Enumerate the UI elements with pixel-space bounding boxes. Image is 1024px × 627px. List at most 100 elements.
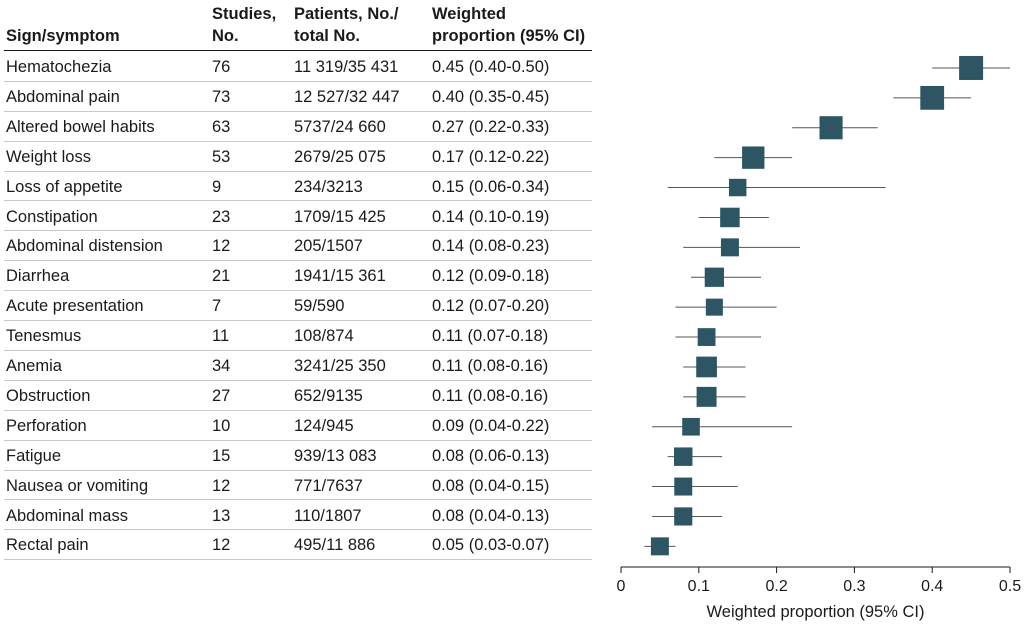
header-patients-line1: Patients, No./ bbox=[294, 5, 399, 23]
point-markers bbox=[650, 55, 984, 556]
point-marker bbox=[720, 207, 740, 228]
row-sign: Anemia bbox=[6, 357, 62, 375]
row-studies: 15 bbox=[212, 446, 231, 465]
header-sign: Sign/symptom bbox=[6, 27, 120, 45]
row-patients: 1709/15 425 bbox=[294, 207, 386, 226]
row-patients: 108/874 bbox=[294, 327, 354, 346]
row-sign: Abdominal pain bbox=[6, 87, 120, 106]
row-proportion: 0.40 (0.35-0.45) bbox=[432, 87, 550, 106]
table-row: Nausea or vomiting 12 771/7637 0.08 (0.04-0… bbox=[4, 471, 592, 501]
table-row: Perforation 10 124/945 0.09 (0.04-0.22) bbox=[4, 411, 592, 441]
x-tick-label: 0.4 bbox=[921, 578, 943, 595]
row-patients: 1941/15 361 bbox=[294, 267, 386, 286]
row-sign: Abdominal mass bbox=[6, 506, 128, 525]
point-marker bbox=[682, 417, 700, 436]
row-proportion: 0.11 (0.08-0.16) bbox=[432, 386, 549, 405]
table-row: Acute presentation 7 59/590 0.12 (0.07-0.20… bbox=[4, 291, 592, 322]
row-patients: 12 527/32 447 bbox=[294, 87, 400, 106]
x-tick-label: 0.1 bbox=[688, 578, 710, 595]
point-marker bbox=[920, 85, 945, 110]
table-row: Diarrhea 21 1941/15 361 0.12 (0.09-0.18) bbox=[4, 261, 592, 292]
header-patients-line2: total No. bbox=[294, 27, 360, 45]
header-studies-line2: No. bbox=[212, 27, 239, 45]
x-tick-label: 0 bbox=[617, 578, 626, 595]
row-patients: 110/1807 bbox=[294, 506, 362, 525]
row-studies: 9 bbox=[212, 177, 222, 196]
row-sign: Loss of appetite bbox=[6, 177, 123, 196]
row-sign: Constipation bbox=[6, 207, 98, 226]
row-proportion: 0.08 (0.04-0.13) bbox=[432, 506, 550, 525]
table-row: Constipation 23 1709/15 425 0.14 (0.10-0.19… bbox=[4, 202, 592, 232]
row-proportion: 0.11 (0.08-0.16) bbox=[432, 357, 549, 375]
table-row: Weight loss 53 2679/25 075 0.17 (0.12-0.22) bbox=[4, 142, 592, 172]
x-axis-label: Weighted proportion (95% CI) bbox=[707, 603, 925, 621]
row-patients: 2679/25 075 bbox=[294, 147, 386, 166]
table-row: Rectal pain 12 495/11 886 0.05 (0.03-0.07) bbox=[4, 530, 592, 561]
row-studies: 34 bbox=[212, 357, 231, 375]
x-tick-label: 0.3 bbox=[843, 578, 865, 595]
point-marker bbox=[696, 386, 717, 407]
row-studies: 7 bbox=[212, 297, 222, 316]
row-proportion: 0.27 (0.22-0.33) bbox=[432, 117, 550, 136]
row-sign: Fatigue bbox=[6, 446, 62, 465]
row-studies: 11 bbox=[212, 327, 230, 346]
row-patients: 205/1507 bbox=[294, 237, 363, 256]
row-proportion: 0.45 (0.40-0.50) bbox=[432, 58, 550, 76]
table-row: Abdominal mass 13 110/1807 0.08 (0.04-0.13) bbox=[4, 501, 592, 531]
table-row: Altered bowel habits 63 5737/24 660 0.27 (0… bbox=[4, 112, 592, 142]
row-patients: 124/945 bbox=[294, 416, 354, 435]
row-patients: 771/7637 bbox=[294, 476, 363, 495]
row-studies: 73 bbox=[212, 87, 231, 106]
row-proportion: 0.11 (0.07-0.18) bbox=[432, 327, 549, 346]
row-sign: Hematochezia bbox=[6, 58, 112, 76]
row-proportion: 0.14 (0.10-0.19) bbox=[432, 207, 550, 226]
row-proportion: 0.15 (0.06-0.34) bbox=[432, 177, 550, 196]
point-marker bbox=[697, 328, 716, 346]
row-studies: 21 bbox=[212, 267, 231, 286]
row-studies: 23 bbox=[212, 207, 231, 226]
row-studies: 10 bbox=[212, 416, 231, 435]
table-row: Loss of appetite 9 234/3213 0.15 (0.06-0.34… bbox=[4, 172, 592, 202]
row-proportion: 0.08 (0.06-0.13) bbox=[432, 446, 550, 465]
x-tick-label: 0.2 bbox=[765, 578, 787, 595]
header-rule bbox=[4, 50, 592, 51]
forest-plot: 0 0.1 0.2 0.3 0.4 0.5 Weighted proportion (95… bbox=[617, 55, 1021, 621]
row-sign: Perforation bbox=[6, 416, 87, 435]
row-sign: Tenesmus bbox=[6, 327, 82, 346]
row-studies: 27 bbox=[212, 386, 231, 405]
row-studies: 12 bbox=[212, 476, 231, 495]
row-studies: 13 bbox=[212, 506, 231, 525]
row-patients: 652/9135 bbox=[294, 386, 363, 405]
point-marker bbox=[696, 356, 717, 378]
header-studies: Studies, No. bbox=[212, 3, 276, 47]
row-patients: 11 319/35 431 bbox=[294, 58, 399, 76]
x-axis: 0 0.1 0.2 0.3 0.4 0.5 bbox=[617, 566, 1021, 595]
row-proportion: 0.17 (0.12-0.22) bbox=[432, 147, 550, 166]
header-studies-line1: Studies, bbox=[212, 5, 277, 23]
point-marker bbox=[674, 477, 693, 496]
row-studies: 76 bbox=[212, 58, 231, 76]
row-proportion: 0.14 (0.08-0.23) bbox=[432, 237, 550, 256]
point-marker bbox=[674, 447, 693, 466]
table-row: Abdominal pain 73 12 527/32 447 0.40 (0.35-… bbox=[4, 82, 592, 112]
row-studies: 53 bbox=[212, 147, 231, 166]
row-patients: 3241/25 350 bbox=[294, 357, 386, 375]
row-sign: Diarrhea bbox=[6, 267, 70, 286]
row-sign: Abdominal distension bbox=[6, 237, 163, 256]
row-patients: 495/11 886 bbox=[294, 536, 376, 555]
table-row: Fatigue 15 939/13 083 0.08 (0.06-0.13) bbox=[4, 441, 592, 471]
row-sign: Weight loss bbox=[6, 147, 91, 166]
row-patients: 5737/24 660 bbox=[294, 117, 386, 136]
point-marker bbox=[705, 298, 723, 316]
row-sign: Acute presentation bbox=[6, 297, 144, 316]
table-row: Tenesmus 11 108/874 0.11 (0.07-0.18) bbox=[4, 321, 592, 351]
row-sign: Rectal pain bbox=[6, 536, 89, 555]
point-marker bbox=[959, 55, 984, 80]
point-marker bbox=[742, 146, 765, 169]
row-patients: 59/590 bbox=[294, 297, 345, 316]
row-studies: 12 bbox=[212, 237, 231, 256]
row-sign: Obstruction bbox=[6, 386, 91, 405]
row-proportion: 0.12 (0.09-0.18) bbox=[432, 267, 550, 286]
row-studies: 63 bbox=[212, 117, 231, 136]
row-sign: Altered bowel habits bbox=[6, 117, 155, 136]
